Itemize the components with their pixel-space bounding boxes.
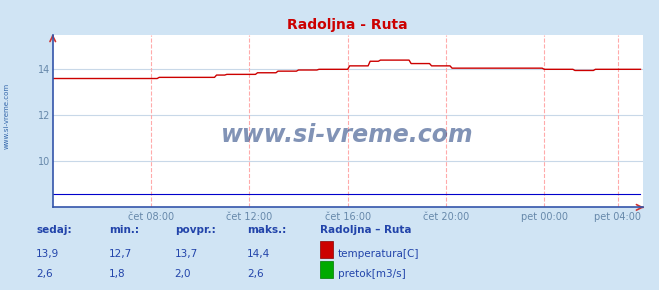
Text: 2,6: 2,6 — [36, 269, 53, 279]
Text: povpr.:: povpr.: — [175, 225, 215, 235]
Text: temperatura[C]: temperatura[C] — [338, 249, 420, 259]
Text: www.si-vreme.com: www.si-vreme.com — [3, 83, 9, 149]
Text: 13,9: 13,9 — [36, 249, 59, 259]
Text: min.:: min.: — [109, 225, 139, 235]
Text: www.si-vreme.com: www.si-vreme.com — [221, 123, 474, 147]
Text: pretok[m3/s]: pretok[m3/s] — [338, 269, 406, 279]
Text: sedaj:: sedaj: — [36, 225, 72, 235]
Text: 14,4: 14,4 — [247, 249, 270, 259]
Text: Radoljna – Ruta: Radoljna – Ruta — [320, 225, 411, 235]
Text: 1,8: 1,8 — [109, 269, 125, 279]
Text: 12,7: 12,7 — [109, 249, 132, 259]
Text: 2,0: 2,0 — [175, 269, 191, 279]
Text: maks.:: maks.: — [247, 225, 287, 235]
Text: 13,7: 13,7 — [175, 249, 198, 259]
Text: 2,6: 2,6 — [247, 269, 264, 279]
Title: Radoljna - Ruta: Radoljna - Ruta — [287, 18, 408, 32]
